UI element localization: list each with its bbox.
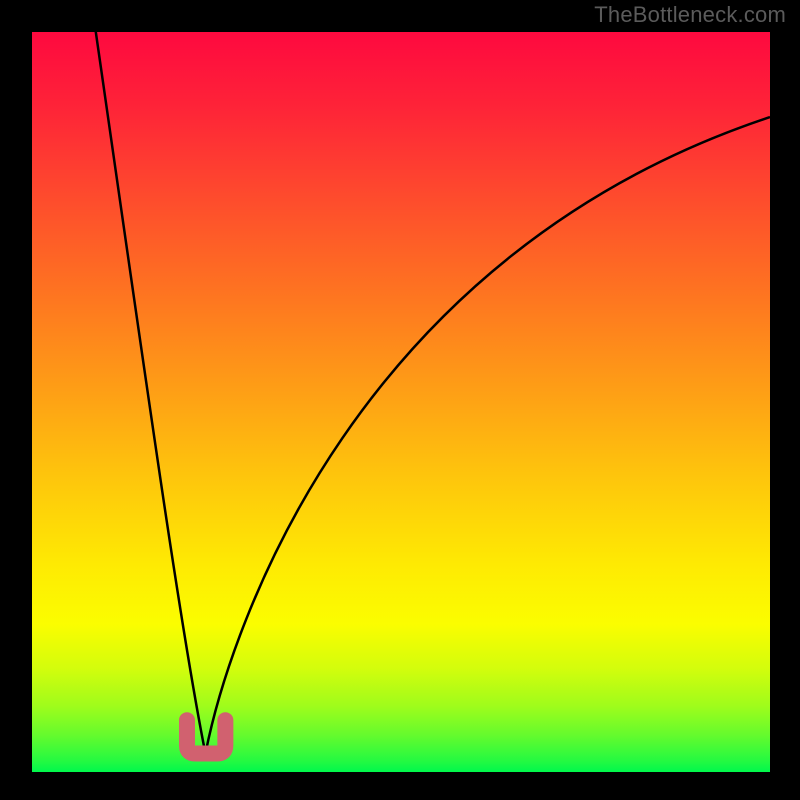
- gradient-background: [32, 32, 770, 772]
- bottleneck-curve-chart: [0, 0, 800, 800]
- watermark-text: TheBottleneck.com: [594, 2, 786, 28]
- chart-container: TheBottleneck.com: [0, 0, 800, 800]
